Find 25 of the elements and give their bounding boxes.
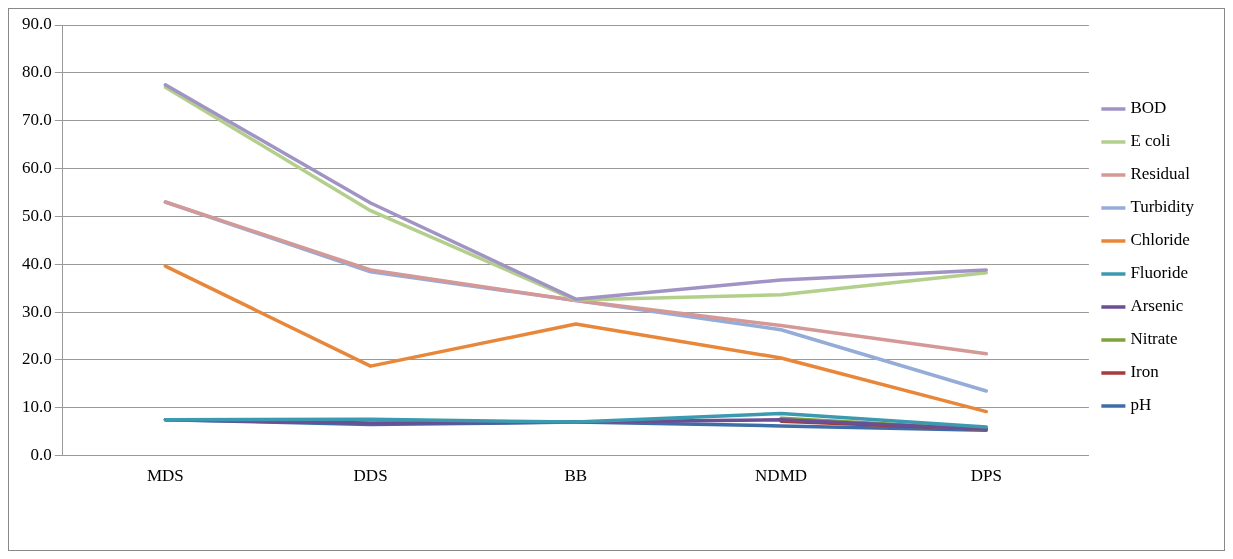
x-tick-label: DPS xyxy=(970,466,1002,486)
y-tick-label: 50.0 xyxy=(22,205,52,225)
legend-label: Turbidity xyxy=(1130,197,1195,217)
y-tick-label: 20.0 xyxy=(22,349,52,369)
x-tick-label: MDS xyxy=(146,466,184,486)
legend-label: Nitrate xyxy=(1130,329,1178,349)
legend-label: Residual xyxy=(1130,164,1191,184)
y-tick-label: 30.0 xyxy=(22,301,52,321)
y-tick-label: 70.0 xyxy=(22,110,52,130)
y-tick-label: 40.0 xyxy=(22,253,52,273)
y-tick-label: 60.0 xyxy=(22,158,52,177)
legend-label: BOD xyxy=(1130,98,1167,118)
x-tick-label: DDS xyxy=(353,466,388,486)
y-tick-label: 80.0 xyxy=(22,62,52,82)
legend-label: Chloride xyxy=(1130,230,1190,250)
y-tick-label: 10.0 xyxy=(22,397,52,417)
legend-label: Fluoride xyxy=(1130,263,1188,283)
legend-label: E coli xyxy=(1130,131,1171,151)
x-tick-label: NDMD xyxy=(755,466,808,486)
legend-label: Iron xyxy=(1130,362,1160,382)
y-tick-label: 0.0 xyxy=(30,445,52,465)
legend-label: Arsenic xyxy=(1130,296,1184,316)
y-tick-label: 90.0 xyxy=(22,14,52,34)
legend-label: pH xyxy=(1130,395,1152,415)
x-tick-label: BB xyxy=(564,466,588,486)
